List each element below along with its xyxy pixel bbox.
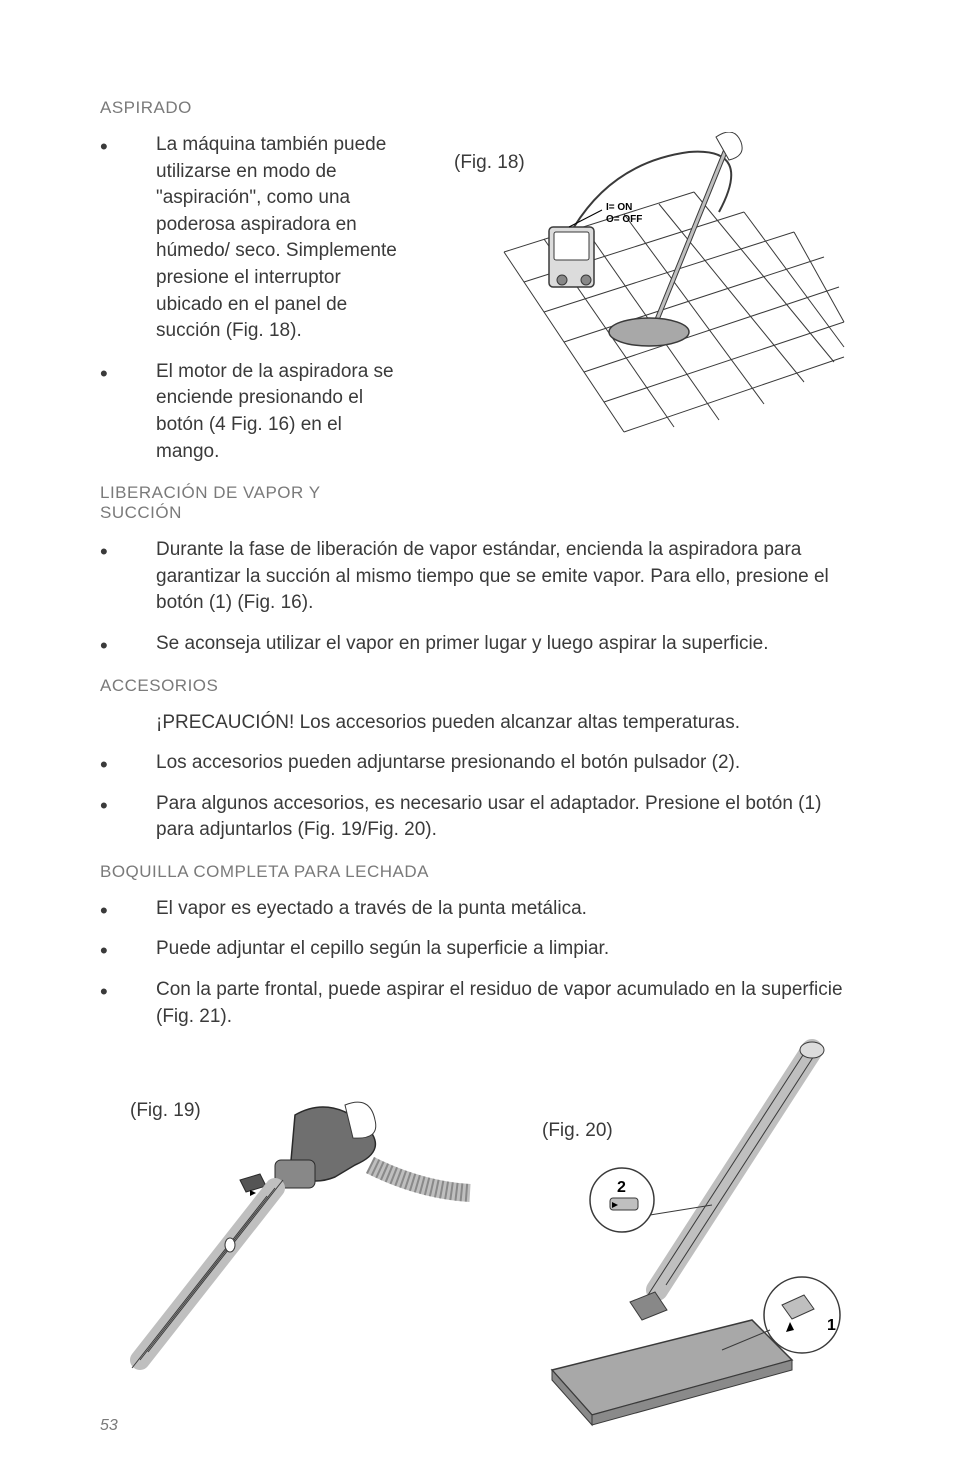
accesorios-bullet-2: Para algunos accesorios, es necesario us… <box>100 791 854 844</box>
liberacion-bullets: Durante la fase de liberación de vapor e… <box>100 537 854 657</box>
boquilla-bullets: El vapor es eyectado a través de la punt… <box>100 896 854 1030</box>
figure-18: (Fig. 18) <box>434 132 854 442</box>
fig18-switch-off: O= OFF <box>606 214 642 225</box>
fig18-switch-on: I= ON <box>606 202 632 213</box>
fig20-detail-1: 1 <box>827 1317 836 1334</box>
boquilla-bullet-3: Con la parte frontal, puede aspirar el r… <box>100 977 854 1030</box>
aspirado-bullets: La máquina también puede utilizarse en m… <box>100 132 404 465</box>
aspirado-bullet-2: El motor de la aspiradora se enciende pr… <box>100 359 404 465</box>
fig18-illustration: I= ON O= OFF <box>494 132 854 442</box>
accesorios-precaution: ¡PRECAUCIÓN! Los accesorios pueden alcan… <box>100 710 854 737</box>
bottom-figures: (Fig. 19) <box>100 1060 854 1420</box>
liberacion-bullet-1: Durante la fase de liberación de vapor e… <box>100 537 854 617</box>
heading-boquilla: BOQUILLA COMPLETA PARA LECHADA <box>100 862 854 882</box>
heading-accesorios: ACCESORIOS <box>100 676 854 696</box>
figure-20: (Fig. 20) 2 <box>492 1060 854 1420</box>
fig20-floor-head <box>552 1292 792 1425</box>
boquilla-bullet-2: Puede adjuntar el cepillo según la super… <box>100 936 854 963</box>
liberacion-bullet-2: Se aconseja utilizar el vapor en primer … <box>100 631 854 658</box>
boquilla-bullet-1: El vapor es eyectado a través de la punt… <box>100 896 854 923</box>
aspirado-text: La máquina también puede utilizarse en m… <box>100 132 404 537</box>
accesorios-bullets: Los accesorios pueden adjuntarse presion… <box>100 750 854 844</box>
accesorios-bullet-1: Los accesorios pueden adjuntarse presion… <box>100 750 854 777</box>
fig20-illustration: 2 1 <box>492 1030 872 1450</box>
figure-19: (Fig. 19) <box>100 1060 462 1420</box>
heading-aspirado: ASPIRADO <box>100 98 854 118</box>
aspirado-layout: La máquina también puede utilizarse en m… <box>100 132 854 537</box>
fig19-illustration <box>100 1080 480 1420</box>
fig18-machine <box>549 227 594 287</box>
page-content: ASPIRADO La máquina también puede utiliz… <box>100 98 854 1420</box>
heading-liberacion: LIBERACIÓN DE VAPOR Y SUCCIÓN <box>100 483 404 523</box>
aspirado-bullet-1: La máquina también puede utilizarse en m… <box>100 132 404 345</box>
page-number: 53 <box>100 1417 118 1435</box>
fig20-detail-2: 2 <box>617 1179 626 1196</box>
